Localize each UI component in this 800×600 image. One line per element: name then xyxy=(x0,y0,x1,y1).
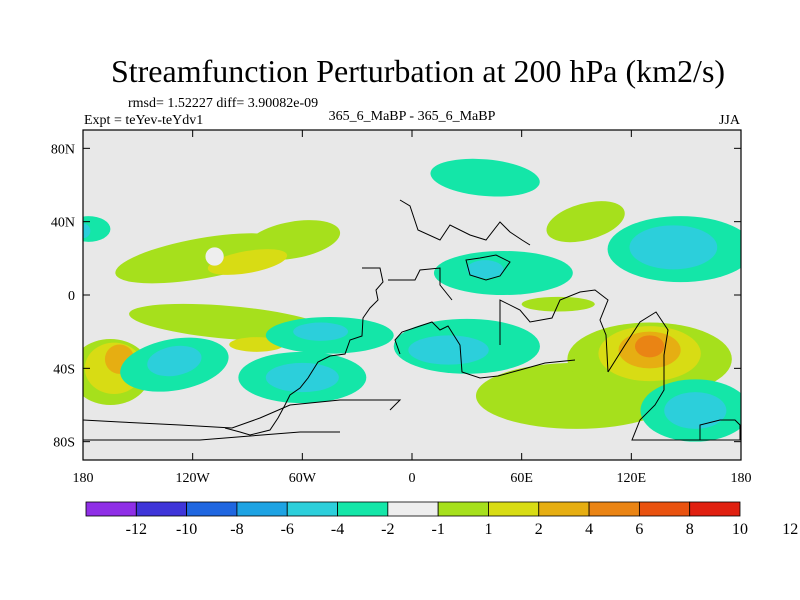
season-label: JJA xyxy=(719,113,741,128)
map-plot-area xyxy=(83,130,741,460)
colorbar-swatch xyxy=(588,501,640,517)
comparison-label: 365_6_MaBP - 365_6_MaBP xyxy=(329,109,496,124)
colorbar-label: -8 xyxy=(230,521,243,538)
contour-regions xyxy=(83,158,741,442)
coastlines xyxy=(83,199,741,441)
y-tick-label: 0 xyxy=(68,289,75,304)
colorbar-swatch xyxy=(135,501,188,517)
colorbar-label: -1 xyxy=(431,521,444,538)
coastline-americas xyxy=(224,267,384,436)
contour-region-eurasia-2 xyxy=(466,260,504,279)
y-axis-ticks: 80N 40N 0 40S 80S xyxy=(51,142,741,451)
x-tick-label: 60E xyxy=(510,471,533,486)
coastline-australia xyxy=(607,311,740,441)
colorbar-swatch xyxy=(236,501,288,517)
colorbar: -12 -10 -8 -6 -4 -2 -1 1 2 4 6 8 10 12 xyxy=(85,501,798,538)
y-tick-label: 40S xyxy=(53,362,75,377)
coastline-antarctic xyxy=(83,399,402,429)
colorbar-label: 8 xyxy=(686,521,694,538)
y-tick-label: 80S xyxy=(53,436,75,451)
contour-region-nasia-2 xyxy=(629,225,718,270)
contour-region-aus-6 xyxy=(634,335,665,358)
colorbar-swatch xyxy=(337,501,389,517)
colorbar-label: 2 xyxy=(535,521,543,538)
colorbar-label: -12 xyxy=(126,521,147,538)
contour-region-npac-2 xyxy=(83,216,111,242)
contour-region-nasia-pos xyxy=(546,201,625,243)
colorbar-swatch xyxy=(488,501,540,517)
colorbar-label: -10 xyxy=(176,521,197,538)
contour-region-natl-1 xyxy=(430,158,540,197)
y-tick-label: 80N xyxy=(51,142,75,157)
contour-region-so-neg4 xyxy=(664,392,727,429)
contour-region-satl-neg4 xyxy=(265,362,339,393)
x-tick-label: 180 xyxy=(731,471,752,486)
x-tick-label: 120E xyxy=(617,471,647,486)
colorbar-swatch xyxy=(85,501,137,517)
colorbar-swatch xyxy=(186,501,238,517)
y-tick-label: 40N xyxy=(51,216,75,231)
contour-region-saf-neg4 xyxy=(408,335,489,365)
colorbar-label: 1 xyxy=(484,521,492,538)
colorbar-label: 6 xyxy=(635,521,643,538)
coastline-indian xyxy=(499,289,609,373)
colorbar-label: 12 xyxy=(782,521,798,538)
colorbar-label: -4 xyxy=(331,521,344,538)
contour-region-pac-3 xyxy=(83,223,91,239)
coastline-north-america xyxy=(399,199,531,246)
colorbar-swatch xyxy=(538,501,590,517)
coastline-africa xyxy=(394,321,576,379)
colorbar-label: 4 xyxy=(585,521,593,538)
x-tick-label: 120W xyxy=(176,471,211,486)
coastline-south-pacific xyxy=(83,431,340,441)
x-tick-label: 180 xyxy=(73,471,94,486)
x-axis-ticks: 180 120W 60W 0 60E 120E 180 xyxy=(73,130,752,486)
colorbar-swatch xyxy=(286,501,338,517)
contour-region-eurasia-1 xyxy=(433,251,573,295)
contour-region-npac-2pos xyxy=(207,249,288,275)
colorbar-swatch xyxy=(689,501,741,517)
contour-region-spac-neg4 xyxy=(147,345,202,377)
contour-region-npac-hole xyxy=(205,247,224,266)
coastline-eurasia-north xyxy=(465,254,511,281)
colorbar-label: -6 xyxy=(281,521,294,538)
coastline-east-asia xyxy=(699,419,741,441)
experiment-label: Expt = teYev-teYdv1 xyxy=(84,113,203,128)
colorbar-label: 10 xyxy=(732,521,748,538)
coastline-mediterranean xyxy=(388,267,453,301)
x-tick-label: 0 xyxy=(409,471,416,486)
colorbar-swatch xyxy=(437,501,489,517)
chart-title: Streamfunction Perturbation at 200 hPa (… xyxy=(111,53,725,89)
stats-label: rmsd= 1.52227 diff= 3.90082e-09 xyxy=(128,96,318,111)
x-tick-label: 60W xyxy=(289,471,317,486)
colorbar-label: -2 xyxy=(381,521,394,538)
colorbar-swatch xyxy=(387,501,439,517)
contour-region-trop-neg4 xyxy=(293,322,349,341)
colorbar-swatch xyxy=(638,501,691,517)
contour-region-npac-1 xyxy=(115,233,289,284)
